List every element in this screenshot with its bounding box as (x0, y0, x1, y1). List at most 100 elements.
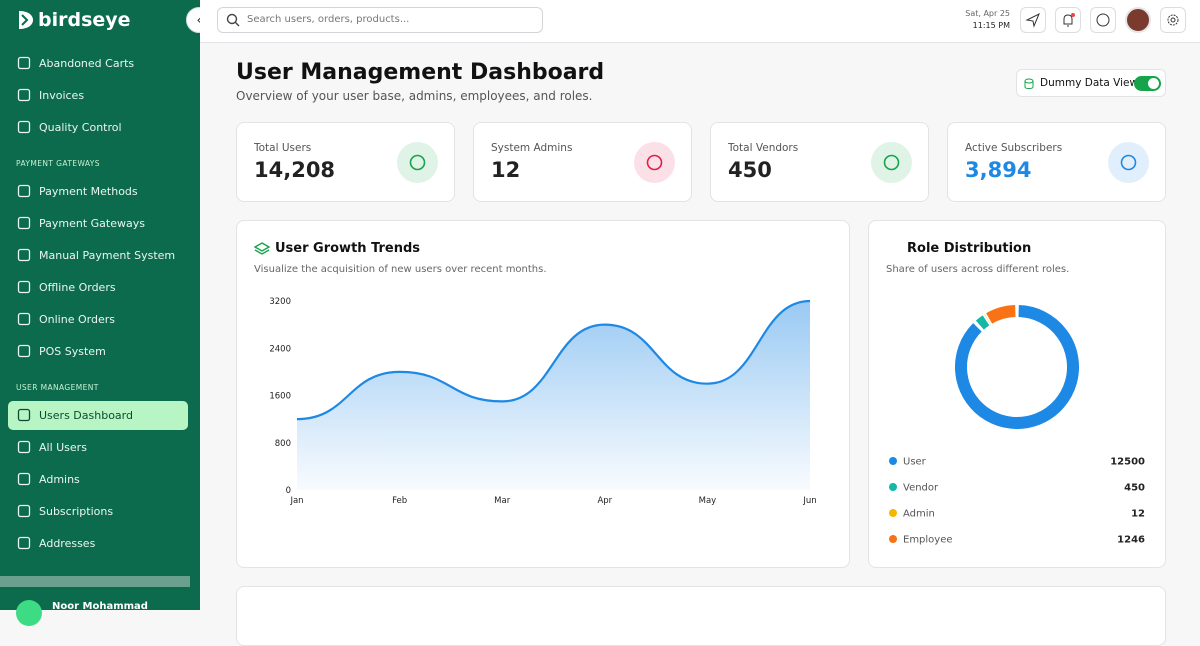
icon-shape (19, 346, 30, 357)
nav-item[interactable]: Online Orders (8, 305, 188, 334)
user-avatar (16, 600, 42, 626)
icon-shape (648, 156, 662, 170)
layers-icon (254, 241, 270, 257)
nav-icon (17, 440, 31, 454)
icon-shape (1122, 156, 1136, 170)
nav-item[interactable]: Payment Gateways (8, 209, 188, 238)
stat-label: System Admins (491, 142, 572, 154)
icon-glyph (397, 142, 438, 183)
settings-button[interactable] (1160, 7, 1186, 33)
date: Sat, Apr 25 (965, 9, 1010, 18)
nav-item[interactable]: Admins (8, 465, 188, 494)
stat-label: Total Users (254, 142, 311, 154)
nav-label: Addresses (39, 537, 95, 550)
nav-icon (17, 504, 31, 518)
nav-item[interactable]: Invoices (8, 81, 188, 110)
nav-label: Admins (39, 473, 80, 486)
toggle-switch[interactable] (1134, 76, 1161, 91)
nav-icon (17, 472, 31, 486)
nav-item[interactable]: Users Dashboard (8, 401, 188, 430)
icon-shape (19, 122, 30, 133)
icon-shape (19, 250, 30, 261)
logo-icon (16, 9, 36, 31)
nav-label: Manual Payment System (39, 249, 175, 262)
nav-label: Subscriptions (39, 505, 113, 518)
stat-label: Active Subscribers (965, 142, 1062, 154)
nav-label: Payment Gateways (39, 217, 145, 230)
roles-subtitle: Share of users across different roles. (886, 264, 1069, 275)
nav-item[interactable]: Offline Orders (8, 273, 188, 302)
page-title: User Management Dashboard (236, 60, 604, 85)
icon-shape (19, 314, 30, 325)
roles-card: Role Distribution Share of users across … (868, 220, 1166, 568)
nav-label: Quality Control (39, 121, 122, 134)
section-label: PAYMENT GATEWAYS (16, 159, 100, 168)
section-label: USER MANAGEMENT (16, 383, 99, 392)
icon-glyph (871, 142, 912, 183)
icon-shape (19, 442, 30, 453)
nav-item[interactable]: Subscriptions (8, 497, 188, 526)
brand: birdseye (38, 9, 131, 31)
nav-icon (17, 248, 31, 262)
icon-shape (411, 156, 425, 170)
growth-card: User Growth Trends Visualize the acquisi… (236, 220, 850, 568)
dashboard-page: birdseye Abandoned Carts Invoices Quality … (0, 0, 1200, 610)
notifications-button[interactable] (1055, 7, 1081, 33)
user-name: Noor Mohammad (52, 601, 148, 612)
stat-value: 14,208 (254, 158, 335, 182)
stat-card: Active Subscribers 3,894 (947, 122, 1166, 202)
nav-label: Invoices (39, 89, 84, 102)
nav-icon (17, 344, 31, 358)
nav-item[interactable]: All Users (8, 433, 188, 462)
time: 11:15 PM (973, 21, 1010, 30)
icon-shape (19, 410, 30, 421)
stat-icon (397, 142, 438, 183)
search-icon (226, 13, 240, 27)
nav-item[interactable]: Payment Methods (8, 177, 188, 206)
growth-subtitle: Visualize the acquisition of new users o… (254, 264, 547, 275)
nav-item[interactable]: Abandoned Carts (8, 49, 188, 78)
stat-icon (1108, 142, 1149, 183)
nav-icon (17, 280, 31, 294)
nav-item[interactable]: Addresses (8, 529, 188, 558)
nav-item[interactable]: Manual Payment System (8, 241, 188, 270)
nav-icon (17, 536, 31, 550)
nav-item[interactable]: Quality Control (8, 113, 188, 142)
stat-icon (871, 142, 912, 183)
stat-value: 3,894 (965, 158, 1031, 182)
stat-card: Total Users 14,208 (236, 122, 455, 202)
icon-glyph (634, 142, 675, 183)
icon-shape (19, 90, 30, 101)
stat-icon (634, 142, 675, 183)
nav-label: Payment Methods (39, 185, 138, 198)
database-icon (1023, 78, 1035, 90)
navigate-button[interactable] (1020, 7, 1046, 33)
search-placeholder: Search users, orders, products... (247, 14, 409, 25)
icon-shape (19, 474, 30, 485)
nav-icon (17, 408, 31, 422)
icon-shape (19, 538, 30, 549)
page-subtitle: Overview of your user base, admins, empl… (236, 89, 593, 103)
stat-label: Total Vendors (728, 142, 798, 154)
search-box[interactable]: Search users, orders, products... (217, 7, 543, 33)
profile-avatar[interactable] (1125, 7, 1151, 33)
nav-item[interactable]: POS System (8, 337, 188, 366)
icon-shape (19, 58, 30, 69)
nav-icon (17, 56, 31, 70)
nav-label: Online Orders (39, 313, 115, 326)
scrollbar (0, 576, 190, 587)
icon-shape (19, 218, 30, 229)
icon-shape (19, 186, 30, 197)
nav-label: All Users (39, 441, 87, 454)
growth-title: User Growth Trends (275, 241, 420, 256)
nav-icon (17, 120, 31, 134)
messages-button[interactable] (1090, 7, 1116, 33)
roles-title: Role Distribution (907, 241, 1031, 256)
icon-shape (19, 506, 30, 517)
nav-icon (17, 216, 31, 230)
icon-shape (885, 156, 899, 170)
dummy-data-toggle[interactable]: Dummy Data View (1016, 69, 1166, 97)
config-card (236, 586, 1166, 646)
